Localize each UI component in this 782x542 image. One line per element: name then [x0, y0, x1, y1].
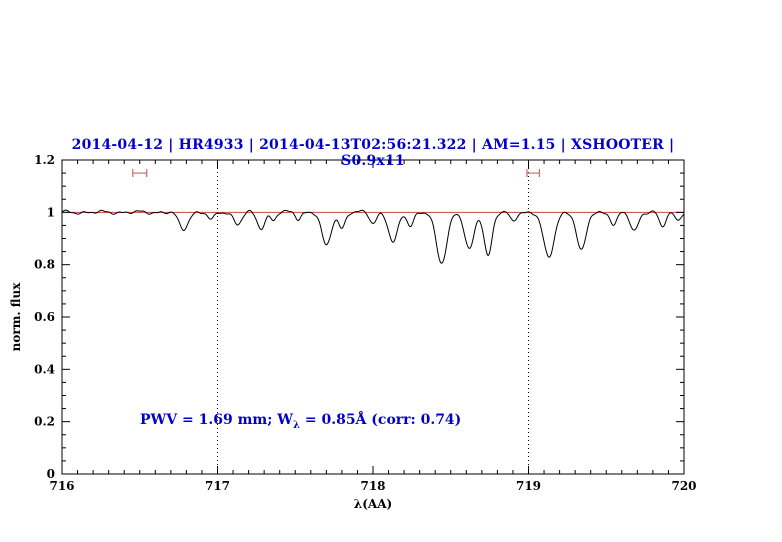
x-axis-label: λ(AA) [354, 497, 392, 511]
pwv-annotation-subscript: λ [292, 419, 300, 431]
range-marker [526, 169, 540, 178]
plot-title: 2014-04-12 | HR4933 | 2014-04-13T02:56:2… [71, 137, 675, 169]
y-tick-label: 1.2 [34, 153, 55, 167]
spectrum-line [61, 209, 685, 264]
y-tick-label: 0.6 [34, 310, 55, 324]
y-tick-label: 0.2 [34, 415, 55, 429]
pwv-annotation: PWV = 1.69 mm; Wλ = 0.85Å (corr: 0.74) [140, 412, 461, 431]
x-tick-label: 716 [49, 479, 74, 493]
x-tick-label: 720 [671, 479, 696, 493]
y-tick-label: 0.8 [34, 258, 55, 272]
y-tick-label: 0 [47, 467, 55, 481]
y-tick-label: 0.4 [34, 362, 55, 376]
range-marker [132, 169, 148, 178]
y-tick-label: 1 [47, 205, 55, 219]
x-tick-label: 717 [205, 479, 230, 493]
pwv-annotation-prefix: PWV = 1.69 mm; W [140, 412, 293, 428]
pwv-annotation-suffix: = 0.85Å (corr: 0.74) [299, 412, 462, 428]
y-axis-label: norm. flux [9, 282, 23, 352]
x-tick-label: 719 [516, 479, 541, 493]
x-tick-label: 718 [360, 479, 385, 493]
